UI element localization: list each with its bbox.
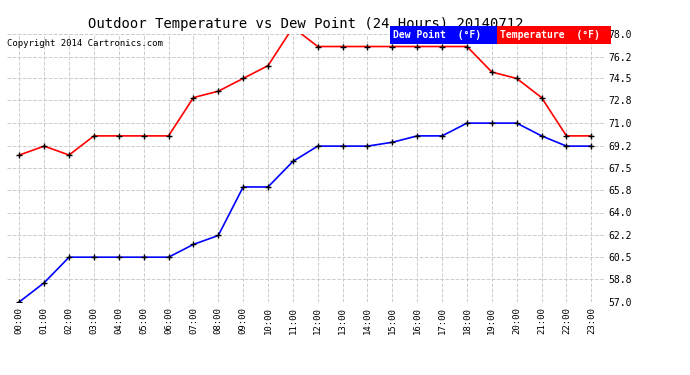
Text: Dew Point  (°F): Dew Point (°F) <box>393 30 481 40</box>
Text: Copyright 2014 Cartronics.com: Copyright 2014 Cartronics.com <box>7 39 163 48</box>
Title: Outdoor Temperature vs Dew Point (24 Hours) 20140712: Outdoor Temperature vs Dew Point (24 Hou… <box>88 17 523 31</box>
Text: Temperature  (°F): Temperature (°F) <box>500 30 600 40</box>
